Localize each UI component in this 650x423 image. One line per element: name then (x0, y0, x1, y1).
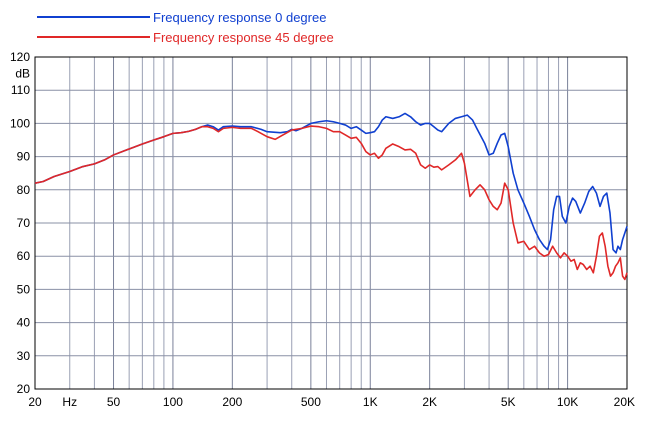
y-tick-label: 40 (17, 316, 31, 330)
legend: Frequency response 0 degree Frequency res… (37, 10, 334, 45)
y-tick-label: 20 (17, 382, 31, 396)
y-tick-label: 70 (17, 216, 31, 230)
y-tick-label: 80 (17, 183, 31, 197)
y-tick-label: 60 (17, 249, 31, 263)
x-tick-label: 100 (163, 395, 183, 409)
major-gridlines (34, 56, 628, 390)
x-tick-label: 500 (301, 395, 321, 409)
x-tick-label: 20K (614, 395, 635, 409)
y-tick-label: 100 (10, 116, 30, 130)
y-tick-label: 90 (17, 150, 31, 164)
y-tick-label: 120 (10, 50, 30, 64)
series-layer (34, 112, 628, 281)
legend-label: Frequency response 45 degree (153, 30, 334, 45)
x-axis-tick-labels: 20 50 100 200 500 1K 2K 5K 10K 20K (28, 395, 635, 409)
y-tick-label: 110 (11, 83, 30, 97)
legend-label: Frequency response 0 degree (153, 10, 326, 25)
x-tick-label: 1K (363, 395, 378, 409)
y-tick-label: 50 (17, 282, 31, 296)
x-axis-unit-label: Hz (62, 395, 77, 409)
x-tick-label: 50 (107, 395, 121, 409)
y-tick-label: 30 (17, 349, 31, 363)
x-tick-label: 200 (222, 395, 242, 409)
x-tick-label: 5K (501, 395, 516, 409)
plot-area-frame (34, 56, 628, 390)
y-axis-tick-labels: 20 30 40 50 60 70 80 90 100 110 120 (10, 50, 30, 396)
series-line-0-degree (34, 112, 628, 254)
x-tick-label: 2K (422, 395, 437, 409)
series-line-45-degree (34, 125, 628, 281)
y-axis-unit-label: dB (15, 67, 30, 81)
x-tick-label: 20 (28, 395, 42, 409)
x-tick-label: 10K (557, 395, 578, 409)
